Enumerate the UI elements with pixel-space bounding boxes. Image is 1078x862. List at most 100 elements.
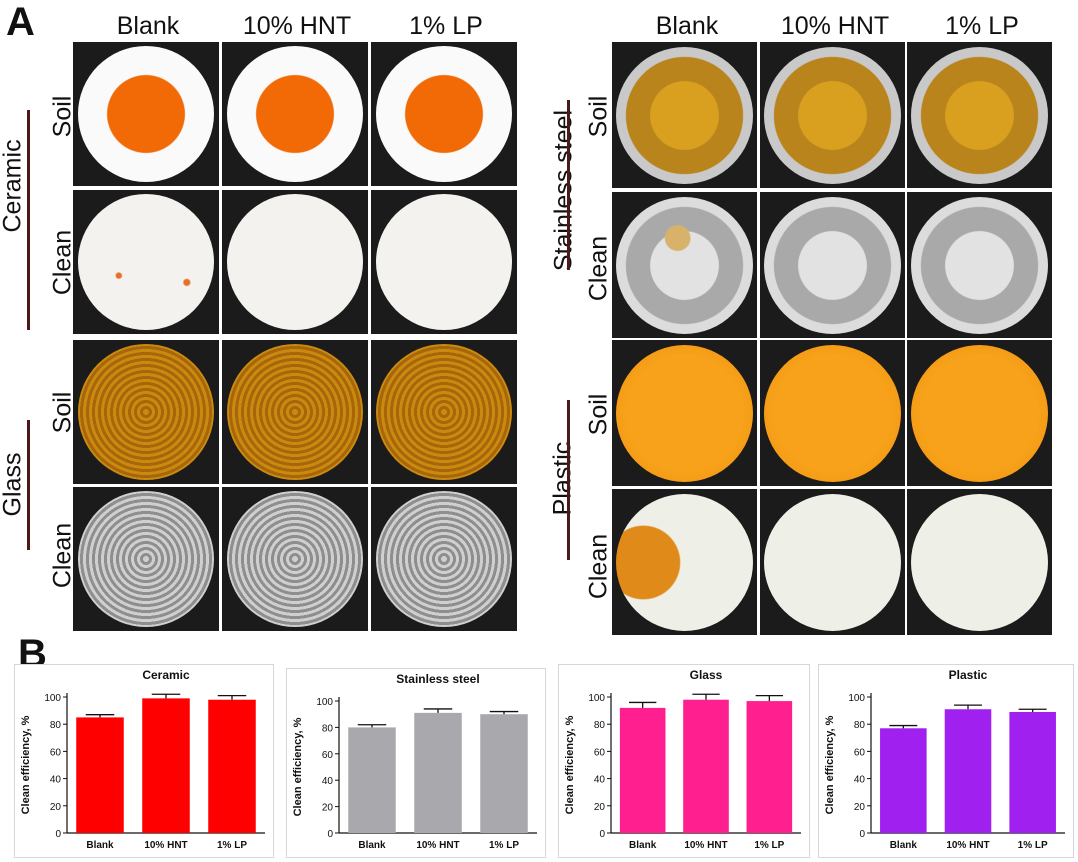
ceramic-soil-label: Soil <box>48 95 77 138</box>
ceramic-clean-label: Clean <box>48 229 77 296</box>
chart-title: Plastic <box>949 668 988 682</box>
photo-glass-clean-1lp <box>371 487 517 631</box>
photo-ceramic-clean-10hnt <box>222 190 368 334</box>
photo-plastic-clean-blank <box>612 489 757 635</box>
y-axis-label: Clean efficiency, % <box>824 715 836 814</box>
bar-2 <box>746 701 793 833</box>
y-tick-label: 80 <box>854 720 866 731</box>
plate-image <box>227 491 363 627</box>
bar-0 <box>880 728 927 833</box>
chart-stainless-steel: Stainless steel Clean efficiency, % 0 20 40 6… <box>286 668 546 858</box>
plate-image <box>78 46 214 182</box>
right-col-1lp: 1% LP <box>945 12 1019 40</box>
x-tick-label: 10% HNT <box>684 840 727 851</box>
x-tick-label: 1% LP <box>1018 840 1048 851</box>
y-tick-label: 60 <box>594 747 606 758</box>
y-tick-label: 40 <box>50 775 62 786</box>
plate-image <box>78 344 214 480</box>
plastic-bracket <box>567 400 570 560</box>
y-axis-label: Clean efficiency, % <box>20 715 32 814</box>
plate-image <box>227 344 363 480</box>
photo-glass-soil-10hnt <box>222 340 368 484</box>
y-tick-label: 80 <box>50 720 62 731</box>
x-tick-label: 1% LP <box>754 840 784 851</box>
plate-image <box>227 194 363 330</box>
stainless-bracket <box>567 100 570 270</box>
chart-ceramic-svg: Ceramic Clean efficiency, % 0 20 40 60 80 100 Bl… <box>20 668 265 851</box>
photo-ceramic-clean-1lp <box>371 190 517 334</box>
bar-1 <box>683 699 729 833</box>
y-tick-label: 0 <box>859 829 865 840</box>
bar-1 <box>142 698 190 833</box>
chart-plastic-svg: Plastic Clean efficiency, % 0 20 40 60 80 100 Bl… <box>824 668 1065 851</box>
bar-2 <box>480 714 528 833</box>
plate-image <box>376 344 512 480</box>
plate-image <box>376 194 512 330</box>
photo-ceramic-clean-blank <box>73 190 219 334</box>
photo-plastic-clean-1lp <box>907 489 1052 635</box>
photo-plastic-soil-1lp <box>907 340 1052 486</box>
x-tick-label: Blank <box>629 840 657 851</box>
x-tick-label: 1% LP <box>489 840 519 851</box>
ceramic-bracket <box>27 110 30 330</box>
x-tick-label: Blank <box>358 840 386 851</box>
photo-plastic-soil-10hnt <box>760 340 905 486</box>
photo-steel-soil-10hnt <box>760 42 905 188</box>
y-tick-label: 20 <box>322 803 334 814</box>
plate-image <box>911 196 1048 334</box>
plate-image <box>764 46 901 184</box>
y-tick-label: 60 <box>854 747 866 758</box>
bar-0 <box>348 727 396 833</box>
photo-ceramic-soil-1lp <box>371 42 517 186</box>
bar-2 <box>208 699 256 833</box>
y-tick-label: 40 <box>322 776 334 787</box>
chart-plastic: Plastic Clean efficiency, % 0 20 40 60 80 100 Bl… <box>818 664 1074 858</box>
chart-ceramic: Ceramic Clean efficiency, % 0 20 40 60 80 100 Bl… <box>14 664 274 858</box>
material-label-plastic: Plastic <box>548 441 577 516</box>
chart-stainless-steel-svg: Stainless steel Clean efficiency, % 0 20 40 6… <box>292 672 537 851</box>
photo-glass-soil-blank <box>73 340 219 484</box>
bar-1 <box>944 709 992 833</box>
x-tick-label: 1% LP <box>217 840 247 851</box>
y-tick-label: 0 <box>327 829 333 840</box>
photo-plastic-clean-10hnt <box>760 489 905 635</box>
photo-glass-soil-1lp <box>371 340 517 484</box>
right-col-blank: Blank <box>655 12 719 40</box>
photo-steel-soil-1lp <box>907 42 1052 188</box>
bar-0 <box>619 707 666 833</box>
steel-clean-label: Clean <box>584 235 613 302</box>
chart-title: Glass <box>690 668 723 682</box>
y-tick-label: 0 <box>55 829 61 840</box>
plate-image <box>764 493 901 631</box>
left-col-1lp: 1% LP <box>409 12 483 40</box>
material-label-stainless-steel: Stainless steel <box>549 109 578 272</box>
x-tick-label: Blank <box>890 840 918 851</box>
y-tick-label: 80 <box>594 720 606 731</box>
plate-image <box>227 46 363 182</box>
glass-bracket <box>27 420 30 550</box>
chart-title: Stainless steel <box>396 672 479 686</box>
photo-glass-clean-blank <box>73 487 219 631</box>
y-tick-label: 100 <box>316 697 333 708</box>
x-tick-label: 10% HNT <box>946 840 989 851</box>
plate-image <box>616 493 753 631</box>
y-tick-label: 40 <box>854 775 866 786</box>
left-col-10hnt: 10% HNT <box>242 12 352 40</box>
glass-clean-label: Clean <box>48 522 77 589</box>
y-tick-label: 60 <box>50 747 62 758</box>
plate-image <box>616 344 753 482</box>
plate-image <box>764 196 901 334</box>
steel-soil-label: Soil <box>584 95 613 138</box>
photo-ceramic-soil-10hnt <box>222 42 368 186</box>
chart-glass-svg: Glass Clean efficiency, % 0 20 40 60 80 100 Blan… <box>564 668 801 851</box>
y-tick-label: 40 <box>594 775 606 786</box>
plastic-soil-label: Soil <box>584 393 613 436</box>
y-axis-label: Clean efficiency, % <box>292 717 304 816</box>
right-col-10hnt: 10% HNT <box>780 12 890 40</box>
plate-image <box>616 46 753 184</box>
plate-image <box>911 344 1048 482</box>
chart-glass: Glass Clean efficiency, % 0 20 40 60 80 100 Blan… <box>558 664 810 858</box>
x-tick-label: 10% HNT <box>416 840 459 851</box>
left-col-blank: Blank <box>116 12 180 40</box>
material-label-glass: Glass <box>0 452 27 517</box>
